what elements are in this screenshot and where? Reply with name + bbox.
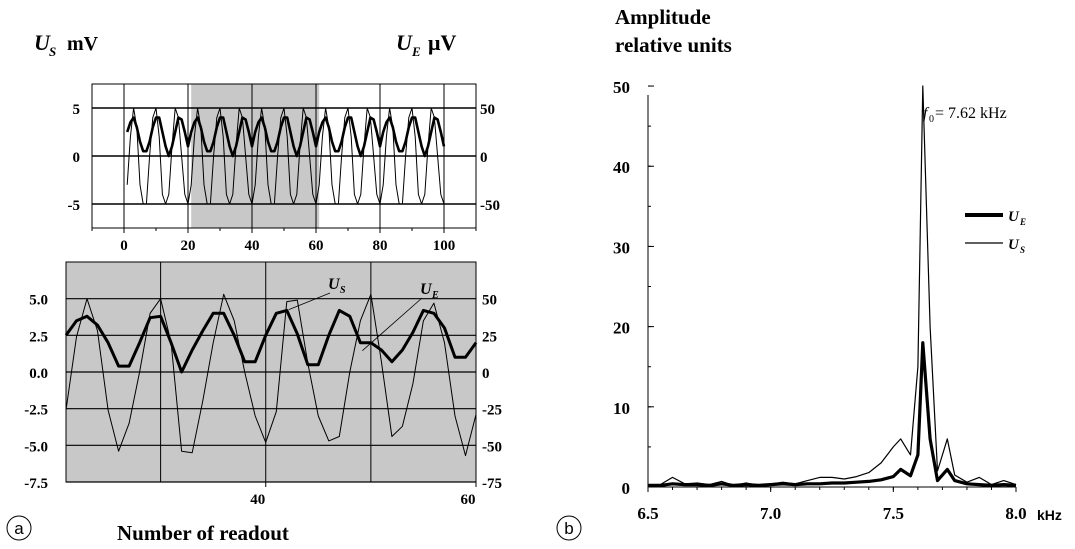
b-x-tick-label: 7.5 — [883, 504, 904, 523]
a-left-axis-title-unit: mV — [67, 33, 99, 55]
a-top-x-tick-label: 80 — [373, 238, 388, 254]
a-top-x-tick-label: 0 — [120, 238, 128, 254]
a-zoom-series-label-leader — [362, 297, 423, 351]
a-top-series-line-UE — [125, 116, 446, 158]
a-zoom-series-label-main: U — [328, 276, 341, 293]
a-top-left-tick-label: -5 — [68, 198, 81, 214]
b-legend-label-main: U — [1008, 237, 1020, 253]
a-zoom-right-tick-label: -75 — [482, 476, 502, 492]
a-zoom-right-tick-label: -25 — [482, 403, 502, 419]
b-panel-label-circle — [556, 515, 582, 541]
a-zoom-series-label-sub: E — [431, 290, 439, 301]
b-legend-label-sub: E — [1019, 217, 1026, 227]
b-y-tick-label: 50 — [613, 78, 630, 97]
a-zoom-right-tick-label: 0 — [482, 366, 490, 382]
a-zoom-series-label-sub: S — [340, 285, 346, 296]
a-zoom-left-tick-label: 5.0 — [29, 293, 48, 309]
a-zoom-left-tick-label: -5.0 — [24, 439, 48, 455]
a-zoom-left-tick-label: 2.5 — [29, 329, 48, 345]
a-zoom-series-label-main: U — [420, 281, 433, 298]
a-top-right-tick-label: 0 — [480, 150, 488, 166]
a-top-series-line-US — [126, 107, 445, 205]
b-y-tick-label: 10 — [613, 399, 630, 418]
a-zoom-right-tick-label: -50 — [482, 439, 502, 455]
b-annotation-sub: 0 — [929, 114, 934, 125]
a-zoom-chart: 5.0 2.5 0.0 -2.5 -5.0 -7.5 50 25 0 -25 -50 -75 40 60 U… — [24, 261, 502, 508]
b-series-line-UE — [648, 341, 1017, 487]
b-y-tick-label: 20 — [613, 319, 630, 338]
a-zoom-right-tick-label: 50 — [482, 293, 497, 309]
b-y-tick-label: 40 — [613, 158, 630, 177]
b-x-tick-label: 8.0 — [1005, 504, 1026, 523]
b-y-tick-label: 30 — [613, 238, 630, 257]
b-annotation-main: f — [923, 105, 930, 122]
a-x-axis-title: Number of readout — [117, 521, 289, 545]
a-zoom-left-tick-label: 0.0 — [29, 366, 48, 382]
a-right-axis-title-sub: E — [411, 44, 421, 59]
a-top-x-tick-label: 100 — [433, 238, 456, 254]
b-x-tick-label: 6.5 — [637, 504, 658, 523]
a-left-axis-title-main: U — [34, 30, 51, 55]
a-right-axis-title-main: U — [396, 30, 413, 55]
a-right-axis-title-unit: μV — [428, 30, 456, 55]
a-zoom-x-tick-label: 60 — [461, 492, 476, 508]
a-zoom-series-label-leader — [288, 292, 331, 310]
a-panel-label: a — [14, 519, 24, 538]
a-top-x-tick-label: 60 — [309, 238, 324, 254]
b-panel-label: b — [564, 519, 573, 538]
b-x-tick-label: 7.0 — [760, 504, 781, 523]
a-panel-label-circle — [6, 515, 32, 541]
a-top-x-tick-label: 40 — [245, 238, 260, 254]
a-top-right-tick-label: -50 — [480, 198, 500, 214]
a-left-axis-title-sub: S — [49, 44, 56, 59]
b-series-line-US — [648, 85, 1017, 486]
a-zoom-left-tick-label: -2.5 — [24, 403, 48, 419]
b-legend-label-sub: S — [1020, 245, 1025, 255]
b-x-unit-label: kHz — [1037, 507, 1062, 523]
a-top-right-tick-label: 50 — [480, 102, 495, 118]
a-zoom-x-tick-label: 40 — [250, 492, 265, 508]
a-top-left-tick-label: 5 — [73, 102, 81, 118]
a-top-x-tick-label: 20 — [181, 238, 196, 254]
b-y-tick-label: 0 — [622, 479, 631, 498]
b-title-line2: relative units — [615, 33, 732, 57]
a-zoom-right-tick-label: 25 — [482, 329, 497, 345]
a-zoom-series-line-US — [65, 293, 477, 457]
b-legend-label-main: U — [1008, 209, 1020, 225]
a-zoom-series-line-UE — [64, 308, 478, 374]
a-zoom-left-tick-label: -7.5 — [24, 476, 48, 492]
a-top-left-tick-label: 0 — [73, 150, 81, 166]
b-annotation-rest: = 7.62 kHz — [935, 105, 1007, 122]
b-title-line1: Amplitude — [615, 5, 711, 29]
